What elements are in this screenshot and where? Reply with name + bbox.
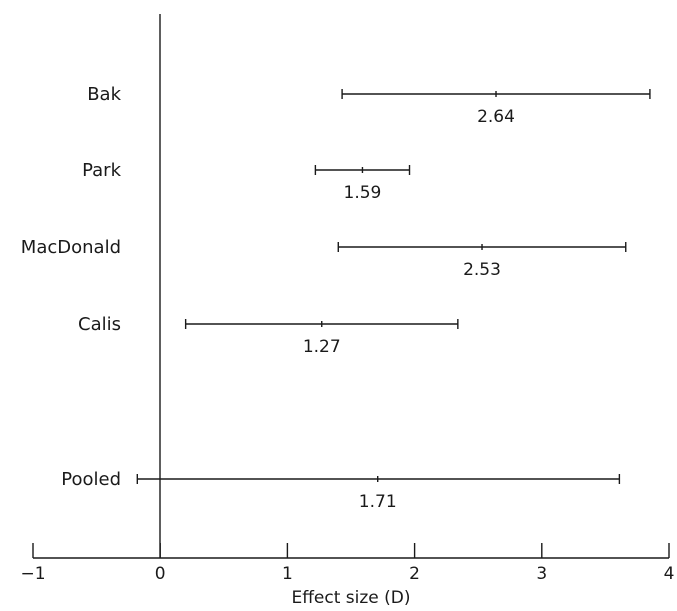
forest-row-bak: Bak 2.64	[87, 84, 651, 127]
x-tick-label: 3	[536, 564, 547, 584]
x-tick-label: 0	[155, 564, 166, 584]
estimate-value-label: 2.53	[463, 260, 501, 280]
x-axis: −1 0 1 2 3 4 Effect size (D)	[20, 543, 674, 608]
study-label: Park	[82, 160, 121, 181]
study-label: Calis	[78, 314, 121, 335]
forest-row-pooled: Pooled 1.71	[61, 469, 621, 512]
estimate-value-label: 1.59	[344, 183, 382, 203]
forest-row-park: Park 1.59	[82, 160, 411, 203]
estimate-value-label: 1.71	[359, 492, 397, 512]
x-tick-label: 4	[664, 564, 675, 584]
x-tick-label: −1	[20, 564, 45, 584]
study-label: MacDonald	[21, 237, 121, 258]
study-label: Bak	[87, 84, 121, 105]
x-axis-title: Effect size (D)	[291, 588, 410, 608]
forest-row-macdonald: MacDonald 2.53	[21, 237, 627, 280]
forest-row-calis: Calis 1.27	[78, 314, 459, 357]
x-tick-label: 1	[282, 564, 293, 584]
estimate-value-label: 2.64	[477, 107, 515, 127]
study-label: Pooled	[61, 469, 121, 490]
x-tick-label: 2	[409, 564, 420, 584]
estimate-value-label: 1.27	[303, 337, 341, 357]
x-axis-ticks: −1 0 1 2 3 4	[20, 543, 674, 584]
study-rows: Bak 2.64 Park 1.59 MacDonald 2.53 Calis 1.27 Poo…	[21, 84, 651, 512]
